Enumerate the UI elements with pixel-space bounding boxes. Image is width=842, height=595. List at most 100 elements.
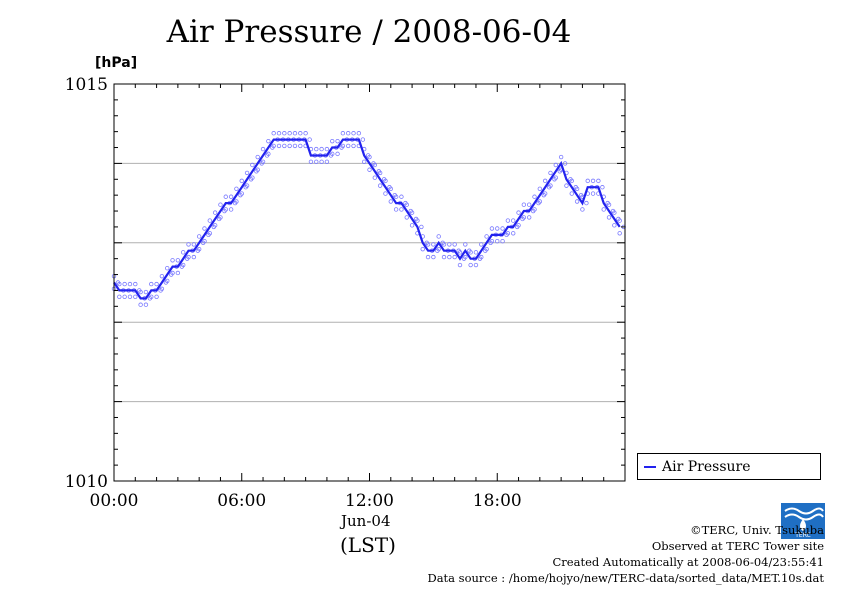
sample-point bbox=[202, 239, 207, 244]
x-tick-label: 12:00 bbox=[345, 491, 394, 511]
source-text: Data source : /home/hojyo/new/TERC-data/… bbox=[427, 571, 824, 585]
sample-point bbox=[574, 199, 580, 204]
sample-point bbox=[330, 151, 335, 157]
sample-point bbox=[590, 178, 596, 184]
sample-point bbox=[473, 262, 479, 268]
sample-point bbox=[346, 143, 351, 149]
sample-point bbox=[484, 234, 489, 239]
sample-point bbox=[255, 154, 260, 160]
copyright-text: ©TERC, Univ. Tsukuba bbox=[690, 523, 824, 537]
sample-point bbox=[409, 223, 415, 228]
sample-point bbox=[170, 270, 175, 276]
sample-point bbox=[457, 250, 463, 255]
sample-point bbox=[585, 178, 590, 184]
sample-point bbox=[393, 207, 399, 212]
sample-point bbox=[419, 224, 424, 230]
sample-point bbox=[516, 223, 521, 228]
sample-point bbox=[330, 138, 335, 144]
axis-ticks bbox=[113, 83, 626, 482]
chart-title: Air Pressure / 2008-06-04 bbox=[166, 14, 572, 50]
sample-point bbox=[207, 231, 213, 236]
sample-point bbox=[218, 215, 223, 220]
sample-point bbox=[526, 215, 532, 220]
sample-point bbox=[319, 159, 324, 165]
sample-point bbox=[484, 246, 489, 252]
sample-point bbox=[441, 242, 447, 247]
sample-point bbox=[383, 178, 388, 184]
sample-point bbox=[180, 250, 186, 255]
sample-point bbox=[149, 281, 154, 287]
sample-point bbox=[191, 242, 197, 247]
sample-point bbox=[495, 239, 500, 244]
sample-point bbox=[143, 302, 149, 307]
sample-point bbox=[244, 170, 250, 176]
sample-point bbox=[521, 202, 527, 207]
sample-point bbox=[122, 294, 127, 299]
sample-point bbox=[542, 191, 548, 196]
y-tick-label: 1010 bbox=[65, 472, 108, 492]
sample-point bbox=[287, 143, 292, 149]
sample-point bbox=[526, 202, 532, 207]
sample-point bbox=[122, 281, 127, 287]
sample-point bbox=[383, 191, 388, 196]
sample-point bbox=[361, 159, 367, 165]
sample-point bbox=[314, 159, 319, 165]
sample-point bbox=[532, 207, 537, 212]
sample-point bbox=[489, 226, 495, 231]
sample-point bbox=[133, 281, 138, 287]
sample-point bbox=[175, 258, 181, 263]
svg-text:TERC: TERC bbox=[794, 532, 811, 539]
sample-point bbox=[298, 143, 303, 149]
sample-point bbox=[574, 186, 580, 192]
sample-point bbox=[606, 202, 612, 207]
sample-point bbox=[377, 183, 383, 188]
x-tick-label: 18:00 bbox=[473, 491, 522, 511]
sample-point bbox=[404, 215, 409, 220]
sample-point bbox=[287, 131, 292, 136]
sample-point bbox=[117, 281, 122, 287]
sample-point bbox=[340, 131, 346, 136]
sample-point bbox=[548, 170, 553, 176]
sample-point bbox=[319, 146, 324, 152]
sample-point bbox=[537, 199, 543, 204]
sample-point bbox=[580, 207, 585, 212]
sample-point bbox=[335, 151, 340, 157]
sample-point bbox=[367, 167, 372, 172]
terc-logo-icon: TERC bbox=[781, 503, 825, 539]
sample-point bbox=[260, 146, 266, 152]
y-tick-labels: 1010 1015 bbox=[65, 75, 108, 492]
sample-point bbox=[564, 183, 569, 188]
created-text: Created Automatically at 2008-06-04/23:5… bbox=[552, 555, 825, 569]
sample-point bbox=[569, 178, 574, 184]
sample-point bbox=[314, 146, 319, 152]
sample-point bbox=[346, 131, 351, 136]
sample-point bbox=[562, 161, 568, 166]
sample-point bbox=[372, 175, 378, 180]
sample-point bbox=[335, 138, 340, 144]
legend-label: Air Pressure bbox=[662, 458, 751, 475]
sample-point bbox=[447, 242, 452, 247]
sample-point bbox=[191, 254, 197, 260]
y-axis-unit-label: [hPa] bbox=[95, 55, 138, 71]
sample-point bbox=[590, 191, 596, 196]
sample-point bbox=[154, 281, 159, 287]
sample-point bbox=[521, 215, 527, 220]
sample-point bbox=[377, 170, 383, 176]
series-lines bbox=[113, 138, 621, 300]
sample-point bbox=[436, 246, 441, 252]
sample-point bbox=[569, 191, 574, 196]
sample-point bbox=[324, 146, 330, 152]
plot-frame bbox=[113, 83, 626, 482]
legend-swatch bbox=[644, 465, 656, 468]
sample-point bbox=[463, 254, 468, 260]
sample-point bbox=[186, 242, 191, 247]
sample-point bbox=[307, 137, 312, 142]
sample-point bbox=[537, 186, 543, 192]
sample-point bbox=[548, 183, 553, 188]
sample-point bbox=[324, 159, 330, 165]
sample-point bbox=[351, 143, 356, 149]
sample-point bbox=[228, 207, 234, 212]
sample-point bbox=[596, 178, 601, 184]
sample-point bbox=[127, 294, 133, 299]
